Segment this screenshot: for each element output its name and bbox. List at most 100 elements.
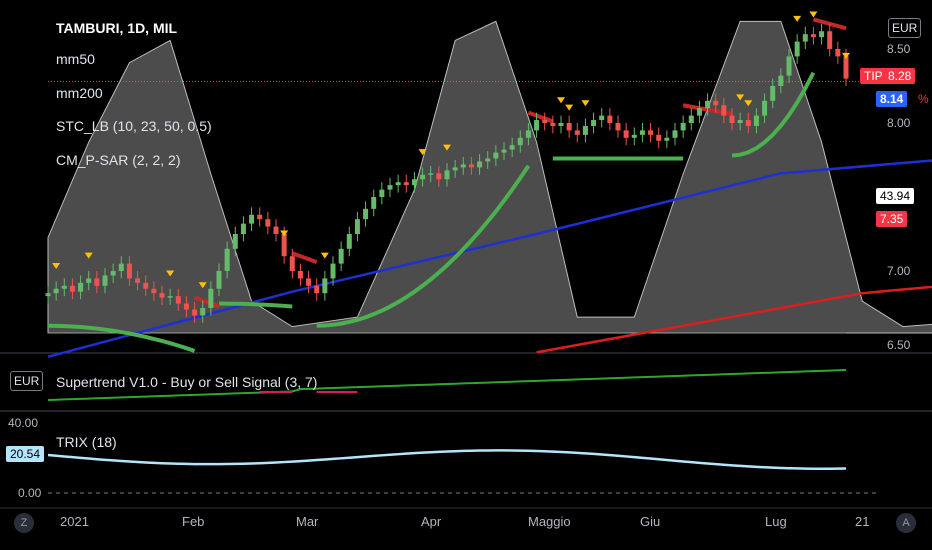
- candle-body: [623, 130, 629, 138]
- candle-body: [558, 123, 564, 126]
- candle-body: [534, 120, 540, 131]
- psar-support-2: [316, 164, 531, 328]
- mm200-price-tag: 7.35: [876, 211, 908, 227]
- candle-body: [509, 145, 515, 150]
- candle-body: [200, 308, 206, 316]
- candle-body: [566, 123, 572, 131]
- time-tick-label: Mar: [296, 514, 319, 529]
- candle-body: [69, 285, 75, 292]
- time-tick-label: 21: [855, 514, 869, 529]
- candle-body: [126, 263, 132, 279]
- price-tick-label: 6.50: [887, 338, 911, 352]
- currency-button-top[interactable]: EUR: [888, 18, 922, 38]
- candle-body: [183, 303, 189, 310]
- candle-body: [444, 170, 450, 180]
- signal-triangle: [320, 252, 329, 259]
- candle-body: [648, 130, 654, 135]
- price-tick-label: 8.50: [887, 42, 911, 56]
- candle-body: [151, 288, 157, 294]
- candle-body: [574, 130, 580, 135]
- candle-body: [175, 296, 181, 304]
- candle-body: [265, 219, 271, 227]
- time-tick-label: Feb: [182, 514, 204, 529]
- candle-body: [827, 31, 833, 49]
- candle-body: [810, 34, 816, 38]
- candle-body: [297, 271, 303, 279]
- stc-value-tag: 43.94: [876, 188, 915, 204]
- candle-body: [167, 296, 173, 298]
- psar-resistance-0: [193, 295, 220, 309]
- candle-body: [680, 123, 686, 131]
- candle-body: [550, 123, 556, 126]
- candle-body: [631, 134, 637, 138]
- candle-body: [86, 278, 92, 283]
- candle-body: [395, 182, 401, 186]
- signal-triangle: [581, 100, 590, 107]
- candle-body: [436, 173, 442, 180]
- stc-area-fill: [47, 20, 932, 334]
- legend-mm50[interactable]: mm50: [56, 51, 95, 67]
- signal-triangle: [557, 97, 565, 104]
- signal-triangle: [418, 149, 427, 156]
- candle-body: [460, 164, 466, 168]
- candle-body: [705, 100, 711, 109]
- moving-averages: [47, 159, 932, 359]
- candle-body: [420, 174, 426, 180]
- candle-body: [664, 137, 670, 141]
- candle-body: [192, 309, 198, 316]
- signal-triangle: [793, 15, 802, 22]
- lower-panes: [47, 369, 880, 494]
- candle-body: [249, 214, 255, 224]
- candle-body: [281, 234, 287, 257]
- candle-body: [363, 208, 369, 220]
- candle-body: [591, 120, 597, 126]
- price-tick-label: 7.00: [887, 264, 911, 278]
- candle-body: [346, 234, 352, 249]
- candle-body: [338, 248, 344, 264]
- candle-body: [452, 167, 458, 171]
- candle-body: [45, 293, 51, 297]
- trix-legend[interactable]: TRIX (18): [56, 434, 117, 450]
- candle-body: [721, 105, 727, 116]
- psar-support-0: [47, 323, 196, 353]
- psar-resistance-2: [527, 110, 554, 124]
- psar-resistance-1: [291, 251, 318, 264]
- zoom-button[interactable]: Z: [14, 513, 34, 533]
- signal-triangle: [198, 282, 207, 289]
- candle-body: [306, 278, 312, 286]
- candle-body: [501, 149, 507, 153]
- auto-scale-button[interactable]: A: [896, 513, 916, 533]
- signal-markers: [52, 11, 850, 289]
- signal-triangle: [736, 94, 745, 101]
- candle-body: [485, 158, 491, 162]
- candle-body: [477, 161, 483, 168]
- supertrend-line: [47, 369, 847, 401]
- candle-body: [314, 285, 320, 294]
- trix-tick-label: 40.00: [8, 416, 38, 430]
- supertrend-legend[interactable]: Supertrend V1.0 - Buy or Sell Signal (3,…: [56, 374, 318, 390]
- candle-body: [403, 182, 409, 186]
- candle-body: [468, 164, 474, 168]
- candle-body: [493, 152, 499, 159]
- candles: [45, 23, 849, 323]
- signal-triangle: [809, 11, 818, 18]
- candle-body: [794, 41, 800, 57]
- candle-body: [354, 219, 360, 234]
- candle-body: [770, 86, 776, 101]
- candle-body: [273, 226, 279, 234]
- legend-stc[interactable]: STC_LB (10, 23, 50, 0.5): [56, 118, 212, 134]
- legend-psar[interactable]: CM_P-SAR (2, 2, 2): [56, 152, 181, 168]
- signal-triangle: [565, 104, 574, 111]
- candle-body: [224, 248, 230, 271]
- candle-body: [61, 285, 67, 289]
- currency-button-supertrend[interactable]: EUR: [10, 371, 44, 391]
- tip-label-tag: TIP: [860, 68, 887, 84]
- candle-body: [208, 288, 214, 308]
- legend-mm200[interactable]: mm200: [56, 85, 103, 101]
- trix-line: [47, 449, 847, 470]
- candle-body: [737, 120, 743, 123]
- signal-triangle: [744, 100, 753, 107]
- candle-body: [102, 275, 108, 286]
